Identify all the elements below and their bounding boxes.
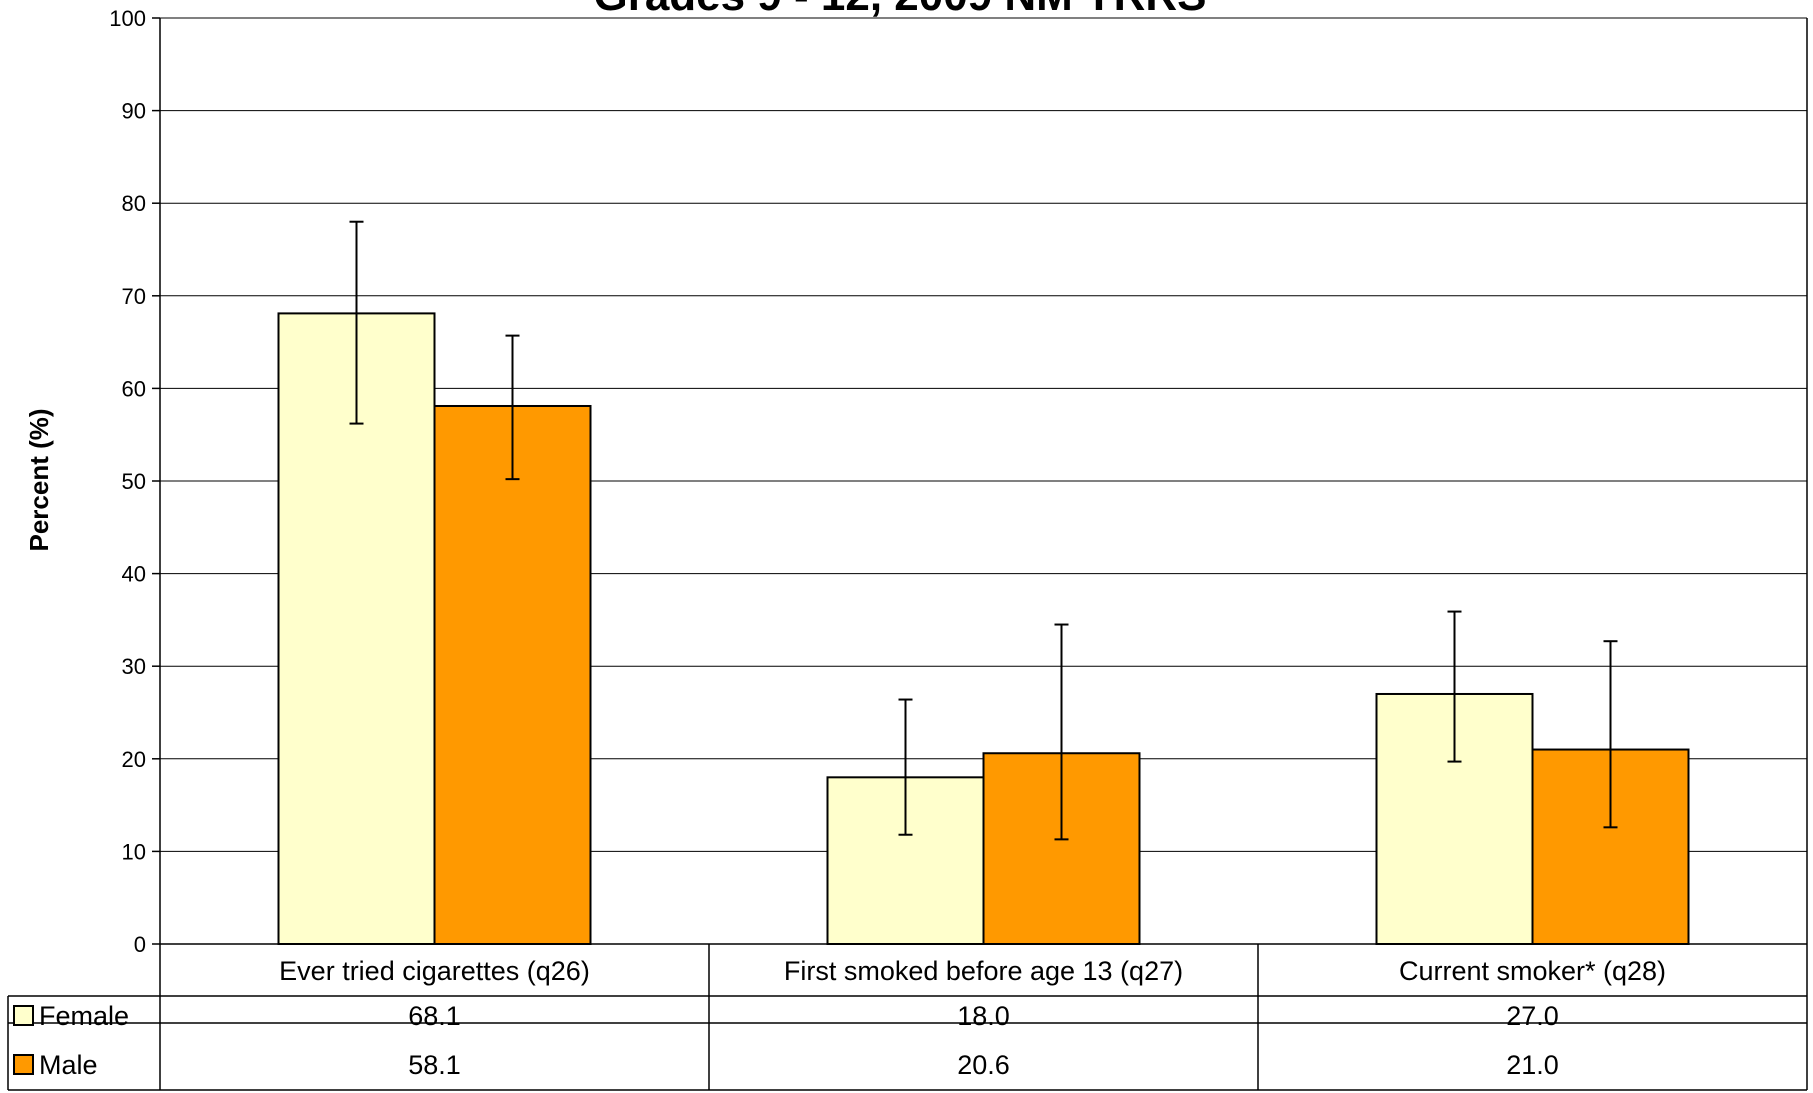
bars xyxy=(277,312,1690,946)
y-tick-label: 40 xyxy=(122,562,146,587)
y-tick-label: 50 xyxy=(122,469,146,494)
table-value-cell: 27.0 xyxy=(1506,1001,1559,1031)
table-value-cell: 18.0 xyxy=(957,1001,1010,1031)
table-value-cell: 68.1 xyxy=(408,1001,461,1031)
legend-key-female xyxy=(13,1005,34,1026)
legend-key-male xyxy=(13,1054,34,1075)
y-tick-label: 70 xyxy=(122,284,146,309)
data-table: Ever tried cigarettes (q26) First smoked … xyxy=(7,944,1807,1091)
y-tick-label: 10 xyxy=(122,839,146,864)
x-category-label: First smoked before age 13 (q27) xyxy=(784,956,1183,986)
table-value-cell: 58.1 xyxy=(408,1050,461,1080)
legend-label-male: Male xyxy=(39,1050,98,1080)
chart-title: Grades 9 - 12, 2009 NM YRRS xyxy=(593,0,1206,20)
bar-male-0 xyxy=(433,404,592,945)
y-tick-label: 20 xyxy=(122,747,146,772)
y-tick-labels: 0 10 20 30 40 50 60 70 80 90 100 xyxy=(109,6,146,957)
table-value-cell: 21.0 xyxy=(1506,1050,1559,1080)
y-tick-label: 90 xyxy=(122,99,146,124)
y-tick-label: 0 xyxy=(134,932,146,957)
y-tick-label: 100 xyxy=(109,6,146,31)
table-value-cell: 20.6 xyxy=(957,1050,1010,1080)
y-axis-label: Percent (%) xyxy=(24,408,54,551)
legend-label-female: Female xyxy=(39,1001,129,1031)
x-category-label: Current smoker* (q28) xyxy=(1399,956,1666,986)
y-tick-label: 60 xyxy=(122,376,146,401)
error-bars xyxy=(349,220,1618,841)
y-tick-label: 30 xyxy=(122,654,146,679)
y-tick-label: 80 xyxy=(122,191,146,216)
x-category-label: Ever tried cigarettes (q26) xyxy=(279,956,590,986)
